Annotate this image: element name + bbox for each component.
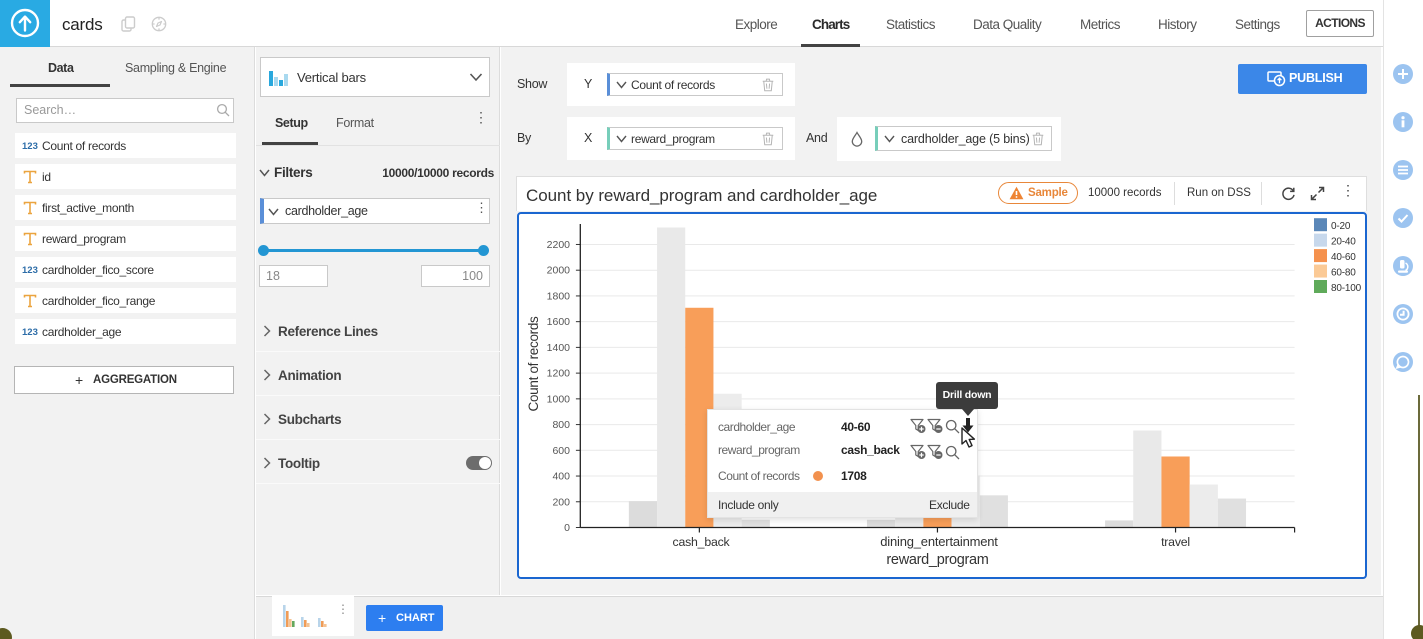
svg-text:2200: 2200	[547, 239, 571, 251]
svg-text:cash_back: cash_back	[673, 535, 731, 549]
svg-text:travel: travel	[1161, 535, 1190, 549]
svg-text:800: 800	[552, 419, 570, 431]
svg-text:600: 600	[552, 445, 570, 457]
svg-text:80-100: 80-100	[1331, 283, 1362, 294]
svg-text:200: 200	[552, 496, 570, 508]
svg-text:dining_entertainment: dining_entertainment	[880, 534, 998, 549]
svg-text:reward_program: reward_program	[886, 552, 988, 568]
svg-text:400: 400	[552, 471, 570, 483]
svg-text:1600: 1600	[547, 316, 571, 328]
svg-text:40-60: 40-60	[1331, 252, 1356, 263]
svg-text:1800: 1800	[547, 290, 571, 302]
svg-text:1200: 1200	[547, 368, 571, 380]
svg-text:20-40: 20-40	[1331, 237, 1356, 248]
svg-text:0: 0	[564, 522, 570, 534]
svg-text:Count of records: Count of records	[526, 316, 541, 412]
svg-text:0-20: 0-20	[1331, 221, 1351, 232]
svg-text:60-80: 60-80	[1331, 268, 1356, 279]
svg-text:1000: 1000	[547, 393, 571, 405]
svg-text:2000: 2000	[547, 265, 571, 277]
svg-text:1400: 1400	[547, 342, 571, 354]
